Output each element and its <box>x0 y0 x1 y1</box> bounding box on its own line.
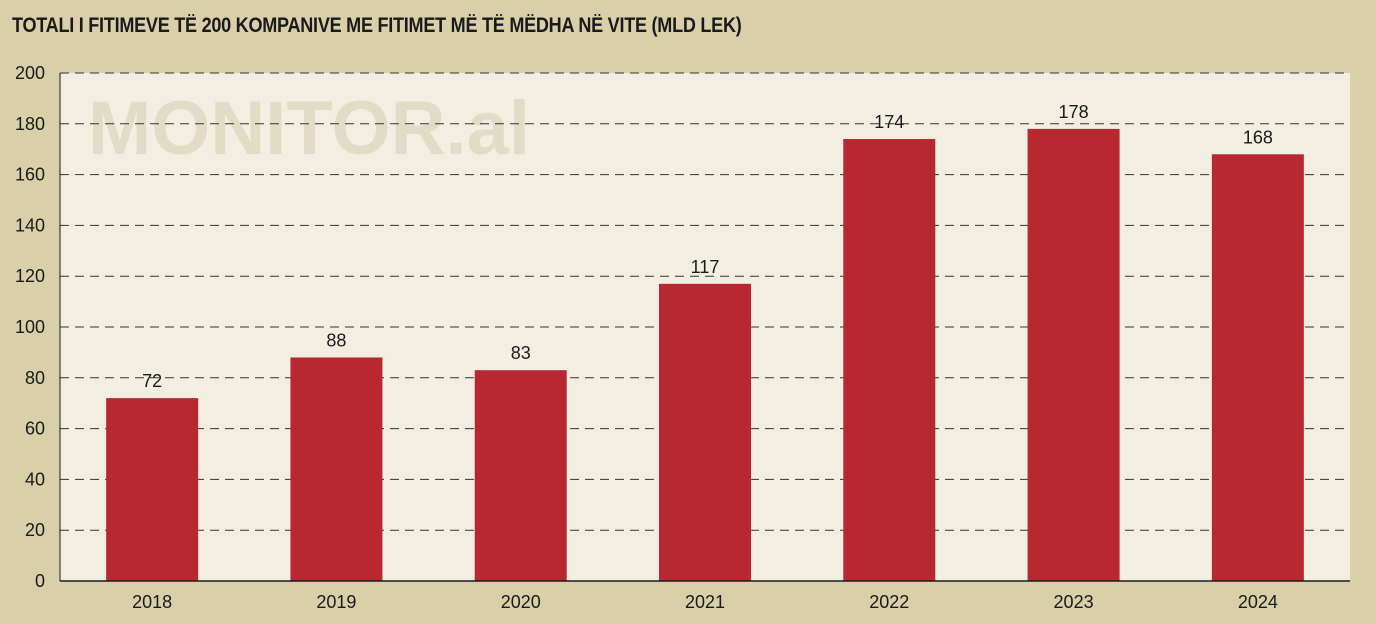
x-tick-label: 2024 <box>1238 592 1278 612</box>
y-tick-label: 0 <box>35 571 45 591</box>
x-tick-label: 2020 <box>501 592 541 612</box>
y-tick-label: 140 <box>15 215 45 235</box>
data-label: 83 <box>511 343 531 363</box>
x-tick-label: 2022 <box>869 592 909 612</box>
data-label: 88 <box>326 330 346 350</box>
data-label: 174 <box>874 112 904 132</box>
bar-2023 <box>1027 128 1120 581</box>
data-label: 72 <box>142 371 162 391</box>
data-label: 168 <box>1243 127 1273 147</box>
y-tick-label: 40 <box>25 469 45 489</box>
y-tick-label: 80 <box>25 368 45 388</box>
bar-2018 <box>106 398 199 581</box>
chart-title: TOTALI I FITIMEVE TË 200 KOMPANIVE ME FI… <box>12 14 742 37</box>
bar-2022 <box>843 139 936 582</box>
y-tick-label: 100 <box>15 317 45 337</box>
y-tick-label: 120 <box>15 266 45 286</box>
x-tick-label: 2018 <box>132 592 172 612</box>
data-label: 178 <box>1059 102 1089 122</box>
watermark: MONITOR.al <box>88 86 530 171</box>
y-tick-label: 160 <box>15 165 45 185</box>
x-tick-label: 2023 <box>1054 592 1094 612</box>
y-tick-labels: 0 20 40 60 80 100 120 140 160 180 200 <box>15 63 45 591</box>
y-tick-label: 60 <box>25 419 45 439</box>
data-labels: 72 88 83 117 174 178 168 <box>142 102 1273 391</box>
data-label: 117 <box>691 257 720 277</box>
y-tick-label: 180 <box>15 114 45 134</box>
bar-2024 <box>1211 154 1304 581</box>
x-tick-label: 2019 <box>316 592 356 612</box>
y-tick-label: 200 <box>15 63 45 83</box>
x-tick-labels: 2018 2019 2020 2021 2022 2023 2024 <box>132 592 1278 612</box>
bar-2019 <box>290 357 383 581</box>
bar-2021 <box>659 283 751 581</box>
bar-2020 <box>474 370 567 581</box>
y-tick-label: 20 <box>25 520 45 540</box>
axes <box>59 73 1350 582</box>
bars <box>106 128 1304 582</box>
x-tick-label: 2021 <box>685 592 725 612</box>
